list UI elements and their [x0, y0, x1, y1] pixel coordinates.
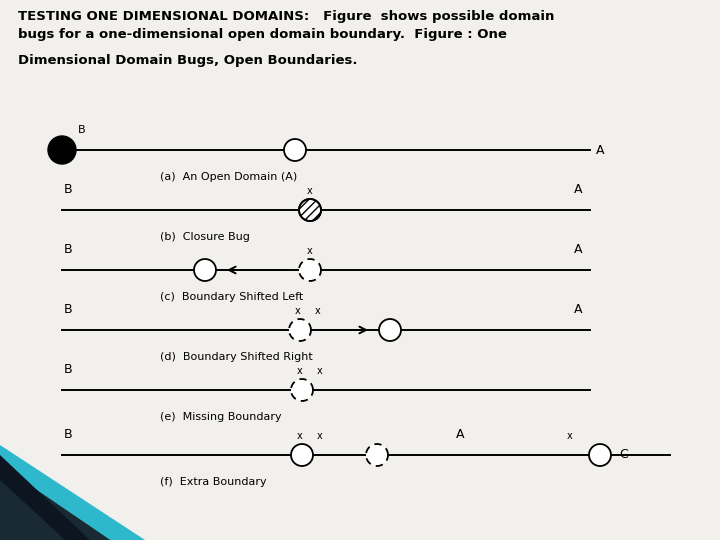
Text: Dimensional Domain Bugs, Open Boundaries.: Dimensional Domain Bugs, Open Boundaries… [18, 54, 358, 67]
Text: (b)  Closure Bug: (b) Closure Bug [160, 232, 250, 242]
Polygon shape [0, 455, 90, 540]
Circle shape [291, 379, 313, 401]
Polygon shape [0, 445, 145, 540]
Text: B: B [63, 428, 72, 441]
Text: A: A [456, 428, 464, 441]
Text: A: A [574, 243, 582, 256]
Text: x: x [317, 366, 323, 376]
Circle shape [194, 259, 216, 281]
Text: B: B [63, 363, 72, 376]
Text: x: x [295, 306, 301, 316]
Text: B: B [78, 125, 86, 135]
Text: TESTING ONE DIMENSIONAL DOMAINS:   Figure  shows possible domain: TESTING ONE DIMENSIONAL DOMAINS: Figure … [18, 10, 554, 23]
Polygon shape [0, 465, 110, 540]
Circle shape [299, 259, 321, 281]
Text: A: A [574, 303, 582, 316]
Text: (f)  Extra Boundary: (f) Extra Boundary [160, 477, 266, 487]
Text: bugs for a one-dimensional open domain boundary.  Figure : One: bugs for a one-dimensional open domain b… [18, 28, 507, 41]
Circle shape [48, 136, 76, 164]
Text: x: x [297, 431, 303, 441]
Text: C: C [619, 449, 628, 462]
Circle shape [284, 139, 306, 161]
Text: A: A [596, 144, 605, 157]
Circle shape [589, 444, 611, 466]
Text: x: x [567, 431, 573, 441]
Text: B: B [63, 303, 72, 316]
Text: (c)  Boundary Shifted Left: (c) Boundary Shifted Left [160, 292, 303, 302]
Circle shape [366, 444, 388, 466]
Text: (e)  Missing Boundary: (e) Missing Boundary [160, 412, 282, 422]
Text: B: B [63, 183, 72, 196]
Text: x: x [315, 306, 321, 316]
Circle shape [299, 199, 321, 221]
Text: A: A [574, 183, 582, 196]
Text: B: B [63, 243, 72, 256]
Circle shape [291, 444, 313, 466]
Text: x: x [307, 186, 313, 196]
Text: x: x [297, 366, 303, 376]
Text: (a)  An Open Domain (A): (a) An Open Domain (A) [160, 172, 297, 182]
Circle shape [289, 319, 311, 341]
Circle shape [379, 319, 401, 341]
Text: x: x [317, 431, 323, 441]
Text: (d)  Boundary Shifted Right: (d) Boundary Shifted Right [160, 352, 312, 362]
Text: x: x [307, 246, 313, 256]
